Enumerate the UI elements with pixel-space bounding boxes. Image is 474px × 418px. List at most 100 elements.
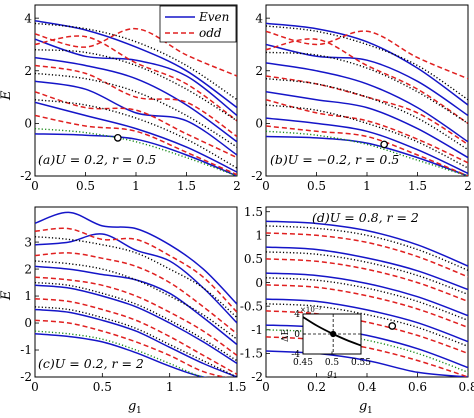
panel-c-xtick-label: 1 <box>166 380 174 394</box>
panel-a-ytick-label: 4 <box>24 11 32 25</box>
panel-a-odd-line <box>35 64 237 138</box>
inset: 0.45 0.5 0.55 -4 0 4 ΔE ×10⁻³ g 1 <box>281 306 371 380</box>
xlabel-left-g: g <box>128 399 136 414</box>
panel-d-even-line <box>266 272 468 317</box>
panel-a-annotation: (a)U = 0.2, r = 0.5 <box>38 152 156 167</box>
ylabel-bottom: E <box>0 290 14 301</box>
panel-d-ytick-label: -0.5 <box>240 299 263 313</box>
panel-a-xtick-label: 1.5 <box>177 179 196 193</box>
panel-a-marker <box>113 134 122 142</box>
panel-b-ytick-label: 2 <box>255 64 263 78</box>
panel-c-ytick-label: -1 <box>20 343 32 357</box>
panel-b-ytick-label: 0 <box>255 117 263 131</box>
panel-c-series-group <box>35 211 237 377</box>
panel-b-even-line <box>266 117 468 175</box>
inset-ylabel: ΔE <box>281 329 291 342</box>
xlabel-right-g: g <box>359 399 367 414</box>
panel-c-xtick-label: 1.5 <box>227 380 246 394</box>
panel-c-even-line <box>35 211 237 305</box>
panel-b-frame <box>265 4 469 177</box>
xlabel-right-sub: 1 <box>367 406 373 416</box>
panel-a-green-dotted-line <box>35 127 237 176</box>
legend: Even odd <box>159 5 237 43</box>
panel-b-xtick-label: 2 <box>464 179 472 193</box>
panel-d-xtick-label: 0.2 <box>307 380 326 394</box>
panel-b-black-dotted-line <box>266 25 468 101</box>
panel-d-odd-line <box>266 258 468 303</box>
panel-d-ytick-label: -2 <box>251 370 263 384</box>
panel-d-xtick-label: 0.6 <box>408 380 427 394</box>
panel-d-xtick-label: 0 <box>262 380 270 394</box>
panel-a-black-dotted-line <box>35 99 237 169</box>
panel-d-black-dotted-line <box>266 303 468 347</box>
panel-a-even-line <box>35 80 237 156</box>
panel-a-xtick-label: 0.5 <box>76 179 95 193</box>
panel-d-marker <box>388 322 397 330</box>
inset-ytick-label: -4 <box>291 350 300 360</box>
inset-yexp: ×10⁻³ <box>300 306 321 314</box>
panel-a-odd-line <box>35 114 237 176</box>
panel-c-odd-line <box>35 297 237 375</box>
panel-a-even-line <box>35 38 237 117</box>
panel-b-xtick-label: 1.5 <box>408 179 427 193</box>
panel-b-green-dotted-line <box>266 130 468 176</box>
inset-xtick-label: 0.5 <box>325 358 340 368</box>
panel-c-ytick-label: 1 <box>24 289 32 303</box>
panel-b-odd-line <box>266 38 468 125</box>
panel-d-frame <box>265 206 469 378</box>
panel-a-xtick-label: 0 <box>31 179 39 193</box>
ylabel-top: E <box>0 90 14 101</box>
panel-c-even-line <box>35 284 237 365</box>
panel-a-even-line <box>35 56 237 143</box>
panel-c-odd-line <box>35 227 237 313</box>
panel-c-xtick-label: 0 <box>31 380 39 394</box>
panel-c-ytick-label: -2 <box>20 370 32 384</box>
panel-c-odd-line <box>35 319 228 377</box>
panel-a-ytick-label: 2 <box>24 64 32 78</box>
panel-c-even-line <box>35 308 237 377</box>
panel-c-odd-line <box>35 276 237 357</box>
panel-c-odd-line <box>35 252 237 335</box>
panel-d-ytick-label: -1 <box>251 323 263 337</box>
panel-a-even-line <box>35 101 237 173</box>
panel-d-odd-line <box>266 310 468 355</box>
panel-b-even-line <box>266 91 468 159</box>
panel-a-series-group <box>35 20 237 176</box>
panel-b-ytick-label: 4 <box>255 11 263 25</box>
xlabel-left-sub: 1 <box>136 406 142 416</box>
panel-c-even-line <box>35 333 209 377</box>
panel-d-ytick-label: -1.5 <box>240 347 263 361</box>
panel-d-black-dotted-line <box>266 277 468 321</box>
panel-d-black-dotted-line <box>266 225 468 271</box>
panel-a-xtick-label: 2 <box>233 179 241 193</box>
panel-c-even-line <box>35 233 237 324</box>
panel-b-black-dotted-line <box>266 51 468 124</box>
panel-a-ytick-label: 0 <box>24 117 32 131</box>
xlabel-right: g 1 <box>359 399 373 416</box>
panel-d-ytick-label: 1.5 <box>244 205 263 219</box>
panel-b-black-dotted-line <box>266 104 468 169</box>
panel-a-ytick-label: -2 <box>20 169 32 183</box>
panel-a-black-dotted-line <box>35 22 237 101</box>
panel-c-annotation: (c)U = 0.2, r = 2 <box>38 356 144 371</box>
panel-d: 0 0.2 0.4 0.6 0.8 -2 -1.5 -1 -0.5 0 0.5 1 1.5 (d)U =… <box>240 205 474 394</box>
panel-d-black-dotted-line <box>266 251 468 296</box>
panel-b-black-dotted-line <box>266 78 468 151</box>
panel-d-plot: 0 0.2 0.4 0.6 0.8 -2 -1.5 -1 -0.5 0 0.5 1 1.5 <box>240 205 474 394</box>
panel-b-odd-line <box>266 98 468 164</box>
panel-b-even-line <box>266 62 468 143</box>
panel-d-even-line <box>266 246 468 291</box>
legend-box <box>159 5 237 43</box>
xlabel-left: g 1 <box>128 399 142 416</box>
panel-d-annotation: (d)U = 0.8, r = 2 <box>312 210 419 225</box>
panel-a-odd-line <box>35 35 237 122</box>
panel-d-even-line <box>266 350 468 377</box>
panel-d-even-line <box>266 220 468 267</box>
panel-a-odd-line <box>35 27 237 77</box>
panel-b-marker <box>380 140 389 149</box>
panel-d-odd-line <box>266 284 468 329</box>
inset-plot: 0.45 0.5 0.55 -4 0 4 <box>291 310 371 368</box>
